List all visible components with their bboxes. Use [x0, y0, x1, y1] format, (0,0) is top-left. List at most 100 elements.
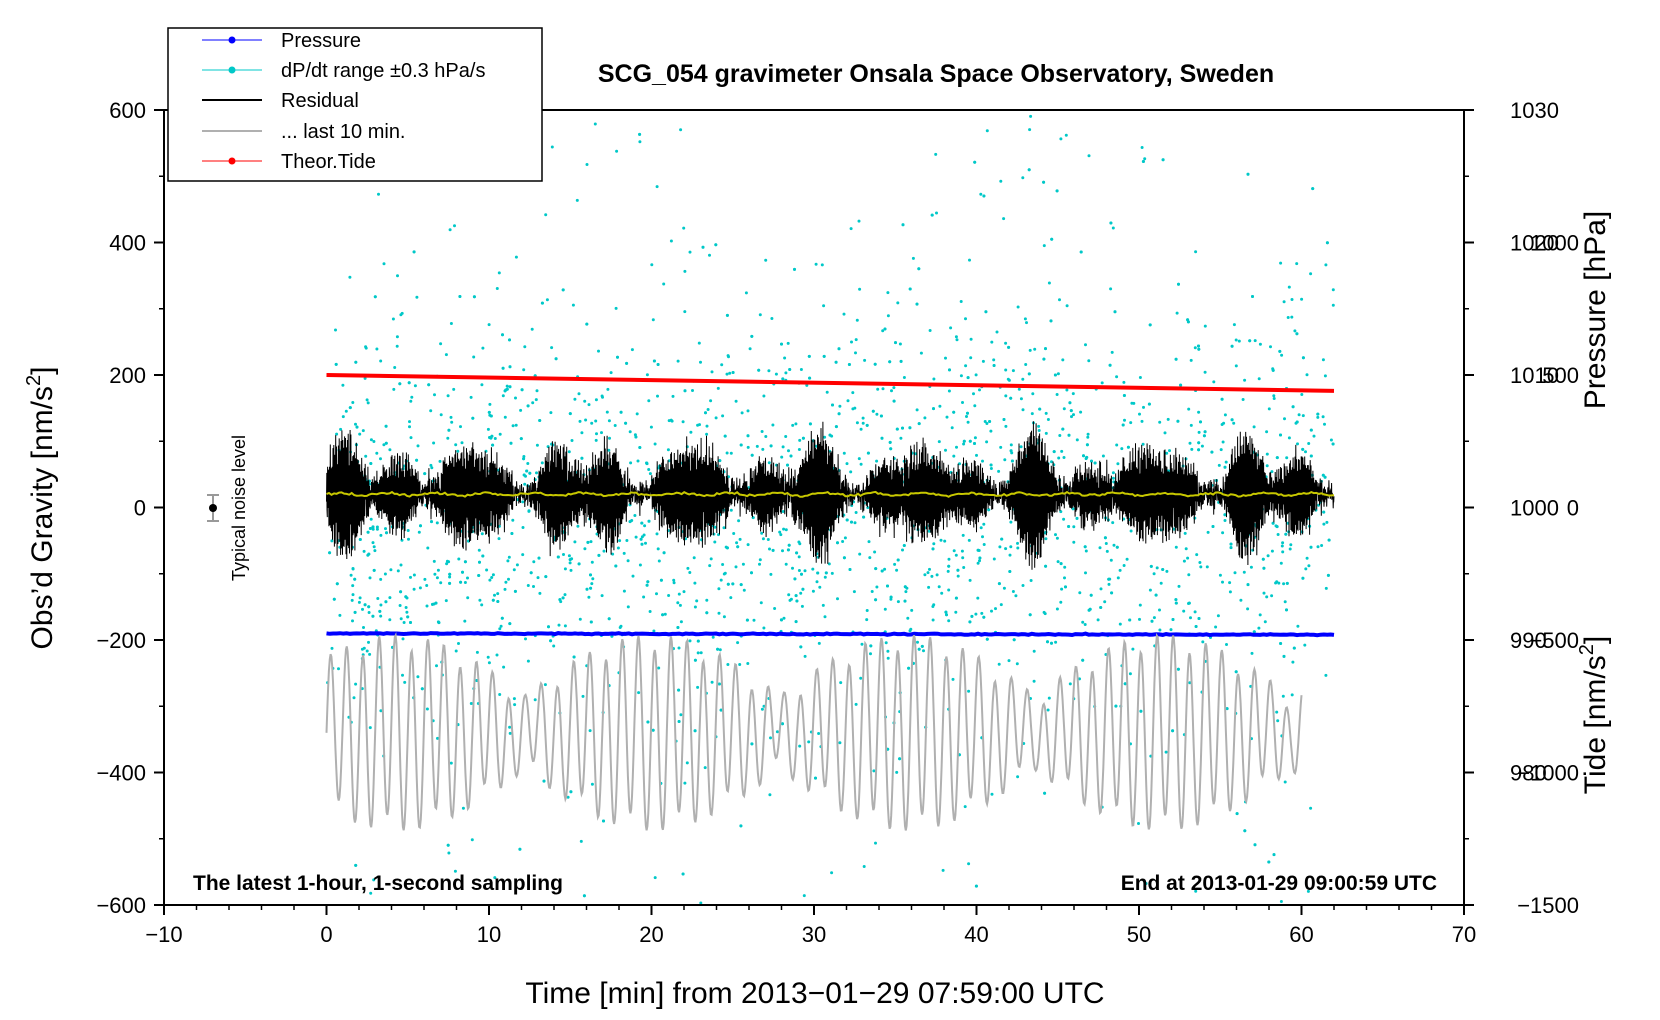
- dpdt-point: [861, 416, 865, 420]
- dpdt-point: [769, 736, 772, 740]
- dpdt-point: [875, 459, 879, 463]
- dpdt-point: [817, 732, 821, 735]
- dpdt-point: [952, 454, 956, 458]
- dpdt-point: [655, 185, 659, 189]
- dpdt-point: [1107, 582, 1111, 586]
- dpdt-point: [824, 571, 828, 575]
- dpdt-point: [876, 387, 880, 391]
- dpdt-point: [1168, 449, 1171, 453]
- dpdt-point: [507, 577, 510, 581]
- dpdt-point: [379, 533, 383, 537]
- dpdt-point: [649, 425, 653, 429]
- dpdt-point: [808, 376, 812, 380]
- y-axis-label-close: ]: [26, 367, 59, 375]
- dpdt-point: [1011, 590, 1015, 593]
- dpdt-point: [366, 530, 370, 534]
- dpdt-point: [716, 647, 720, 651]
- dpdt-point: [1118, 622, 1122, 626]
- dpdt-point: [1042, 244, 1046, 248]
- dpdt-point: [653, 442, 657, 446]
- dpdt-point: [793, 577, 797, 581]
- dpdt-point: [563, 567, 567, 571]
- dpdt-point: [916, 640, 919, 644]
- dpdt-point: [981, 359, 985, 363]
- dpdt-point: [969, 356, 973, 360]
- dpdt-point: [1109, 221, 1113, 225]
- dpdt-point: [401, 637, 405, 641]
- dpdt-point: [896, 600, 900, 604]
- dpdt-point: [717, 682, 721, 686]
- dpdt-point: [679, 620, 683, 624]
- dpdt-point: [1251, 295, 1254, 298]
- dpdt-point: [1176, 419, 1180, 423]
- dpdt-point: [1253, 339, 1257, 343]
- dpdt-point: [1158, 628, 1162, 632]
- dpdt-point: [550, 145, 554, 149]
- dpdt-point: [783, 356, 787, 360]
- dpdt-point: [899, 436, 903, 440]
- dpdt-point: [457, 642, 460, 645]
- dpdt-point: [683, 781, 687, 785]
- dpdt-point: [382, 443, 386, 447]
- dpdt-point: [338, 613, 342, 617]
- dpdt-point: [789, 597, 793, 601]
- dpdt-point: [784, 435, 788, 438]
- dpdt-point: [1057, 456, 1061, 460]
- dpdt-point: [962, 442, 966, 446]
- dpdt-point: [732, 532, 736, 535]
- dpdt-point: [1324, 263, 1328, 267]
- dpdt-point: [1123, 682, 1127, 686]
- dpdt-point: [1115, 443, 1119, 447]
- dpdt-point: [354, 422, 357, 426]
- dpdt-point: [794, 594, 798, 598]
- dpdt-point: [1276, 719, 1280, 723]
- dpdt-point: [646, 720, 650, 724]
- pressure-tick-label: 1010: [1510, 363, 1559, 388]
- dpdt-point: [405, 610, 409, 614]
- dpdt-point: [679, 128, 683, 132]
- dpdt-point: [588, 729, 592, 733]
- dpdt-point: [972, 392, 975, 396]
- dpdt-point: [1120, 447, 1124, 451]
- tide-tick-label: 0: [1567, 496, 1579, 521]
- dpdt-point: [1243, 378, 1247, 382]
- dpdt-point: [533, 698, 537, 702]
- dpdt-point: [602, 819, 605, 823]
- dpdt-point: [1079, 250, 1083, 254]
- dpdt-point: [1324, 586, 1328, 590]
- dpdt-point: [379, 603, 383, 607]
- dpdt-point: [773, 607, 777, 610]
- dpdt-point: [1138, 603, 1142, 607]
- dpdt-point: [415, 458, 419, 462]
- dpdt-point: [800, 572, 803, 576]
- dpdt-point: [505, 384, 509, 388]
- dpdt-point: [626, 605, 630, 609]
- dpdt-point: [1252, 425, 1256, 429]
- dpdt-point: [1061, 427, 1065, 431]
- dpdt-point: [1050, 460, 1053, 464]
- dpdt-point: [1217, 463, 1221, 467]
- dpdt-point: [1282, 654, 1286, 658]
- dpdt-point: [608, 436, 611, 440]
- dpdt-point: [1230, 344, 1234, 348]
- legend-item-residual: Residual: [202, 90, 359, 112]
- dpdt-point: [875, 412, 879, 416]
- dpdt-point: [573, 397, 577, 401]
- dpdt-point: [657, 666, 661, 670]
- dpdt-point: [1002, 217, 1006, 221]
- dpdt-point: [508, 338, 511, 342]
- dpdt-point: [535, 389, 539, 393]
- dpdt-point: [643, 524, 647, 528]
- dpdt-point: [569, 790, 573, 794]
- dpdt-point: [968, 620, 972, 624]
- dpdt-point: [470, 838, 474, 842]
- dpdt-point: [1275, 710, 1279, 714]
- dpdt-point: [1131, 647, 1135, 651]
- dpdt-point: [850, 340, 853, 344]
- dpdt-point: [638, 132, 642, 136]
- dpdt-point: [1109, 558, 1113, 562]
- dpdt-point: [780, 342, 783, 346]
- dpdt-point: [536, 576, 540, 580]
- dpdt-point: [1058, 298, 1061, 302]
- dpdt-point: [1321, 473, 1325, 477]
